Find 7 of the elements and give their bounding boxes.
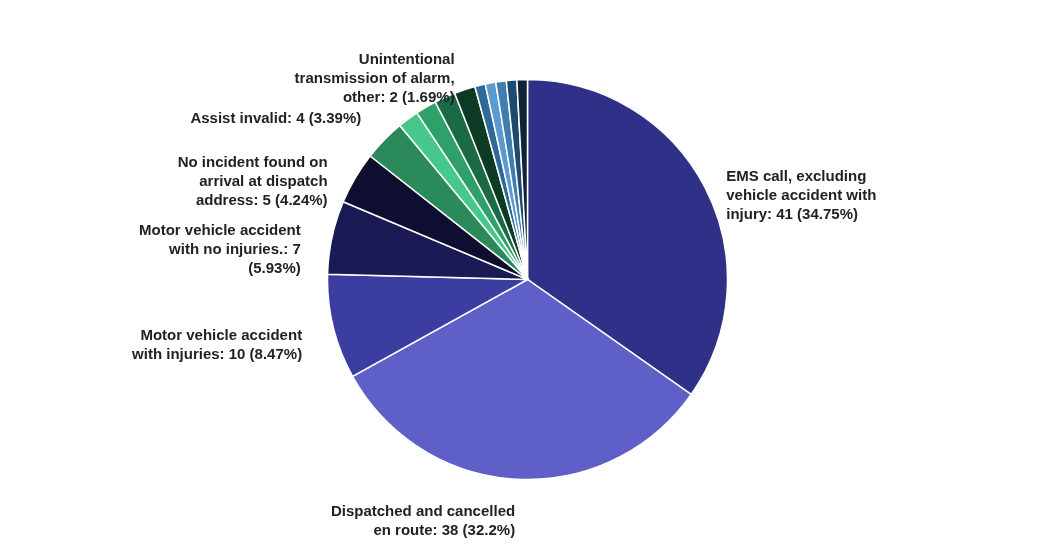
slice-label: Dispatched and cancelled en route: 38 (32.2%): [330, 502, 516, 539]
slice-label: Unintentional transmission of alarm, other: 2 (1.69%): [294, 50, 455, 106]
slice-label: Assist invalid: 4 (3.39%): [190, 108, 362, 126]
slice-label: No incident found on arrival at dispatch address: 5 (4.24%): [177, 152, 328, 208]
slice-label: EMS call, excluding vehicle accident with injury: 41 (34.75%): [726, 167, 877, 223]
slice-label: Motor vehicle accident with injuries: 10 (8.47%): [131, 325, 303, 362]
slice-label: Motor vehicle accident with no injuries.: 7 (5.93%): [139, 221, 301, 277]
